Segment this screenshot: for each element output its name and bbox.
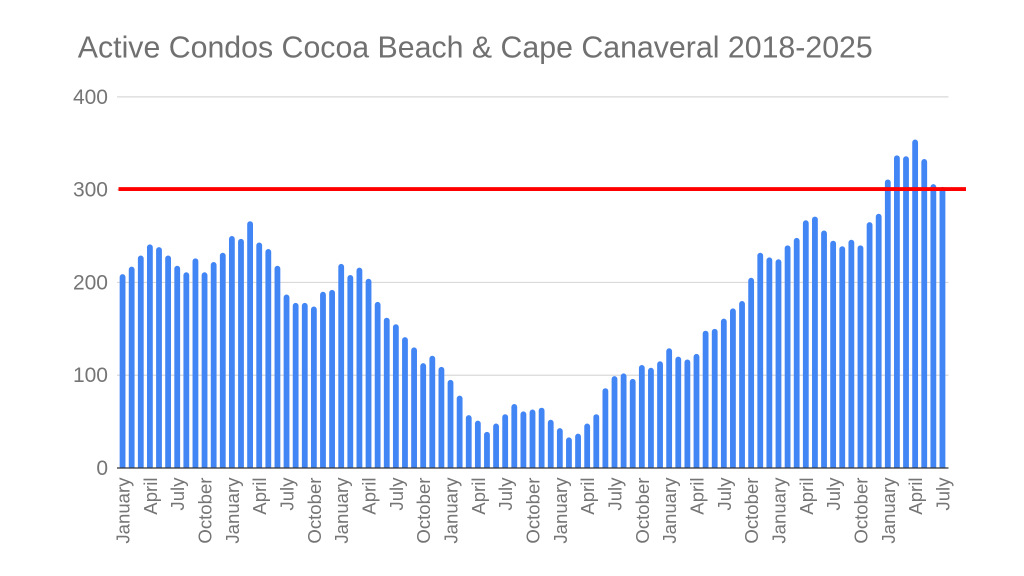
svg-text:April: April — [140, 478, 161, 515]
svg-text:April: April — [359, 478, 380, 515]
svg-text:January: January — [878, 477, 899, 544]
svg-text:October: October — [741, 478, 762, 544]
svg-text:Active Condos Cocoa Beach & Ca: Active Condos Cocoa Beach & Cape Canaver… — [78, 31, 873, 64]
svg-text:July: July — [277, 477, 298, 511]
svg-text:July: July — [932, 477, 953, 511]
svg-text:October: October — [850, 478, 871, 544]
svg-text:April: April — [249, 478, 270, 515]
svg-text:July: July — [605, 477, 626, 511]
svg-text:300: 300 — [73, 179, 108, 202]
svg-text:April: April — [796, 478, 817, 515]
svg-text:July: July — [714, 477, 735, 511]
svg-text:July: July — [167, 477, 188, 511]
svg-text:January: January — [331, 477, 352, 544]
svg-text:January: January — [113, 477, 134, 544]
svg-text:January: January — [441, 477, 462, 544]
svg-text:April: April — [686, 478, 707, 515]
svg-text:July: July — [495, 477, 516, 511]
svg-text:July: July — [386, 477, 407, 511]
svg-text:January: January — [659, 477, 680, 544]
svg-text:400: 400 — [73, 86, 108, 109]
svg-text:April: April — [468, 478, 489, 515]
svg-text:October: October — [523, 478, 544, 544]
svg-text:October: October — [632, 478, 653, 544]
svg-text:200: 200 — [73, 271, 108, 294]
svg-text:0: 0 — [96, 457, 108, 480]
svg-text:January: January — [222, 477, 243, 544]
svg-text:July: July — [823, 477, 844, 511]
svg-text:October: October — [304, 478, 325, 544]
svg-text:January: January — [550, 477, 571, 544]
svg-text:October: October — [413, 478, 434, 544]
svg-text:January: January — [768, 477, 789, 544]
svg-text:April: April — [905, 478, 926, 515]
svg-text:April: April — [577, 478, 598, 515]
svg-text:October: October — [195, 478, 216, 544]
svg-text:100: 100 — [73, 364, 108, 387]
